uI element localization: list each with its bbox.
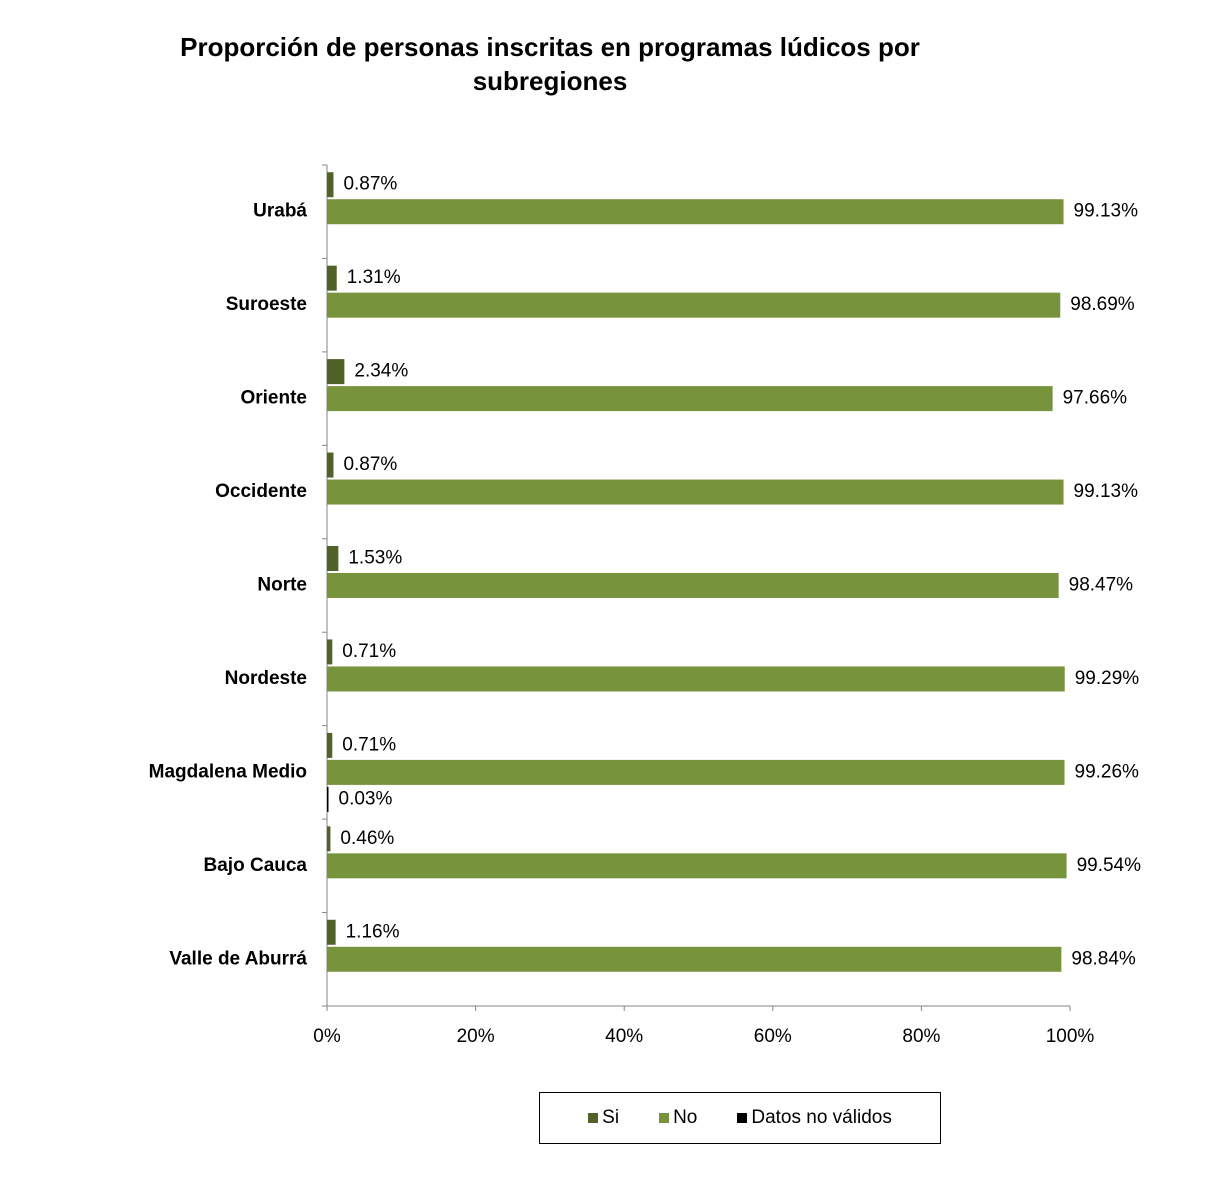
- data-label: 1.53%: [348, 548, 402, 569]
- data-label: 99.13%: [1074, 201, 1139, 222]
- legend-item: Datos no válidos: [737, 1107, 892, 1129]
- x-tick-label: 60%: [754, 1026, 792, 1047]
- bar-si: [327, 826, 331, 852]
- legend-swatch: [659, 1113, 670, 1123]
- bar-datos-no-v-lidos: [327, 786, 329, 812]
- chart-title: Proporción de personas inscritas en prog…: [180, 32, 920, 96]
- category-label: Occidente: [215, 481, 307, 502]
- bar-no: [327, 666, 1065, 692]
- legend-item: Si: [588, 1107, 619, 1129]
- bar-no: [327, 759, 1065, 785]
- data-label: 98.47%: [1069, 575, 1134, 596]
- data-label: 0.71%: [342, 641, 396, 662]
- legend-swatch: [737, 1113, 748, 1123]
- x-tick-label: 80%: [902, 1026, 940, 1047]
- legend-swatch: [588, 1113, 599, 1123]
- data-label: 0.46%: [340, 828, 394, 849]
- data-label: 99.26%: [1075, 761, 1140, 782]
- x-tick-label: 100%: [1046, 1026, 1095, 1047]
- legend-label: Datos no válidos: [751, 1107, 892, 1128]
- data-label: 2.34%: [354, 361, 408, 382]
- legend-label: Si: [602, 1107, 620, 1128]
- bar-no: [327, 386, 1053, 412]
- bar-si: [327, 732, 333, 758]
- legend: Si No Datos no válidos: [539, 1092, 941, 1144]
- bar-si: [327, 919, 336, 945]
- legend-item: No: [659, 1107, 697, 1129]
- x-tick-label: 0%: [313, 1026, 341, 1047]
- data-label: 0.87%: [343, 174, 397, 195]
- category-label: Oriente: [240, 388, 307, 409]
- category-label: Magdalena Medio: [149, 761, 307, 782]
- bar-no: [327, 853, 1067, 879]
- data-label: 99.13%: [1074, 481, 1139, 502]
- bar-si: [327, 172, 334, 198]
- category-label: Norte: [257, 575, 307, 596]
- bar-no: [327, 199, 1064, 225]
- data-label: 0.71%: [342, 734, 396, 755]
- category-label: Nordeste: [225, 668, 307, 689]
- data-label: 1.16%: [346, 921, 400, 942]
- category-label: Urabá: [253, 201, 307, 222]
- bar-si: [327, 265, 337, 291]
- category-label: Bajo Cauca: [204, 855, 308, 876]
- data-label: 97.66%: [1063, 388, 1128, 409]
- bar-no: [327, 573, 1059, 598]
- x-tick-label: 20%: [457, 1026, 495, 1047]
- data-label: 0.03%: [339, 788, 393, 809]
- bar-no: [327, 292, 1061, 318]
- data-label: 0.87%: [343, 454, 397, 475]
- bar-si: [327, 546, 339, 571]
- data-label: 98.69%: [1070, 294, 1135, 315]
- category-label: Valle de Aburrá: [169, 948, 307, 969]
- bar-no: [327, 479, 1064, 505]
- bar-si: [327, 639, 333, 665]
- data-label: 99.54%: [1077, 855, 1142, 876]
- category-label: Suroeste: [226, 294, 307, 315]
- data-label: 1.31%: [347, 267, 401, 288]
- bar-si: [327, 452, 334, 478]
- x-tick-label: 40%: [605, 1026, 643, 1047]
- data-label: 98.84%: [1071, 948, 1136, 969]
- bar-si: [327, 359, 345, 385]
- legend-label: No: [673, 1107, 698, 1128]
- data-label: 99.29%: [1075, 668, 1140, 689]
- bar-no: [327, 946, 1062, 972]
